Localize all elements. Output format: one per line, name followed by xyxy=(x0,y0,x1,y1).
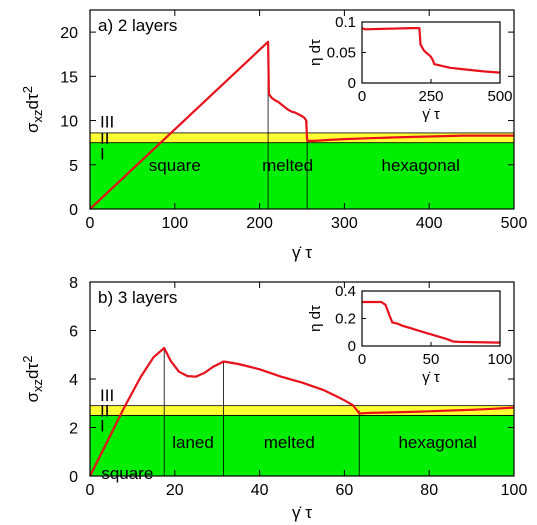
x-axis-label: γ̇ τ xyxy=(292,243,312,262)
inset-series-line xyxy=(361,27,501,74)
x-tick-label: 60 xyxy=(336,482,354,499)
inset-series-line xyxy=(362,300,501,344)
series-line xyxy=(89,40,514,210)
x-tick-label: 500 xyxy=(501,215,528,232)
band-label-II: II xyxy=(100,402,109,421)
x-tick-label: 0 xyxy=(86,482,95,499)
region-label-melted: melted xyxy=(264,433,315,452)
y-tick-label: 0 xyxy=(69,202,78,219)
band-I xyxy=(89,142,515,210)
y-tick-label: 8 xyxy=(69,275,78,292)
series-line xyxy=(89,346,515,477)
x-tick-label: 100 xyxy=(501,482,528,499)
x-tick-label: 100 xyxy=(161,215,188,232)
x-tick-label: 400 xyxy=(416,215,443,232)
inset-frame xyxy=(361,290,501,347)
y-tick-label: 6 xyxy=(69,324,78,341)
y-tick-label: 2 xyxy=(69,421,78,438)
band-label-I: I xyxy=(100,144,105,163)
y-tick-label: 10 xyxy=(60,114,78,131)
inset-y-tick-label: 0.2 xyxy=(335,311,356,328)
y-tick-label: 4 xyxy=(69,372,78,389)
inset-y-axis-label: η dτ xyxy=(307,39,324,66)
inset-x-tick-label: 0 xyxy=(358,351,366,368)
x-axis-label: γ̇ τ xyxy=(292,503,312,522)
region-label-melted: melted xyxy=(262,156,313,175)
inset-x-tick-label: 0 xyxy=(358,88,366,105)
y-tick-label: 0 xyxy=(69,469,78,486)
x-tick-label: 0 xyxy=(86,215,95,232)
inset-y-tick-label: 0.05 xyxy=(327,45,356,62)
inset-x-tick-label: 50 xyxy=(423,351,440,368)
x-tick-label: 80 xyxy=(420,482,438,499)
region-label-square: square xyxy=(149,156,201,175)
y-tick-label: 20 xyxy=(60,25,78,42)
inset-b: 0 50 100 0 0.2 0.4 γ̇ τ η dτ xyxy=(307,283,513,386)
x-tick-label: 200 xyxy=(246,215,273,232)
region-label-hexagonal: hexagonal xyxy=(398,433,476,452)
x-tick-label: 40 xyxy=(251,482,269,499)
y-axis-label: σxzdτ2 xyxy=(20,356,45,403)
region-label-laned: laned xyxy=(172,433,214,452)
inset-y-tick-label: 0 xyxy=(348,338,356,355)
band-II xyxy=(89,132,515,144)
inset-y-tick-label: 0.1 xyxy=(335,14,356,31)
panel-title: a) 2 layers xyxy=(98,16,177,35)
inset-x-tick-label: 500 xyxy=(487,88,512,105)
inset-frame xyxy=(361,21,501,84)
region-label-hexagonal: hexagonal xyxy=(381,156,459,175)
x-tick-label: 300 xyxy=(331,215,358,232)
y-tick-label: 15 xyxy=(60,69,78,86)
band-I xyxy=(89,414,515,477)
panel-title: b) 3 layers xyxy=(98,288,177,307)
inset-x-axis-label: γ̇ τ xyxy=(422,106,440,123)
band-label-I: I xyxy=(100,417,105,436)
inset-y-tick-label: 0.4 xyxy=(335,283,356,300)
band-label-III: III xyxy=(100,386,114,405)
plot-frame xyxy=(89,9,515,210)
region-label-square: square xyxy=(101,464,153,483)
inset-y-axis-label: η dτ xyxy=(307,305,324,332)
inset-x-tick-label: 250 xyxy=(418,88,443,105)
x-tick-label: 20 xyxy=(166,482,184,499)
inset-a: 0 250 500 0 0.05 0.1 γ̇ τ η dτ xyxy=(307,14,513,123)
band-label-III: III xyxy=(100,112,114,131)
inset-y-tick-label: 0 xyxy=(348,75,356,92)
band-label-II: II xyxy=(100,129,109,148)
inset-x-axis-label: γ̇ τ xyxy=(422,369,440,386)
y-axis-label: σxzdτ2 xyxy=(20,86,45,133)
y-tick-label: 5 xyxy=(69,158,78,175)
inset-x-tick-label: 100 xyxy=(487,351,512,368)
